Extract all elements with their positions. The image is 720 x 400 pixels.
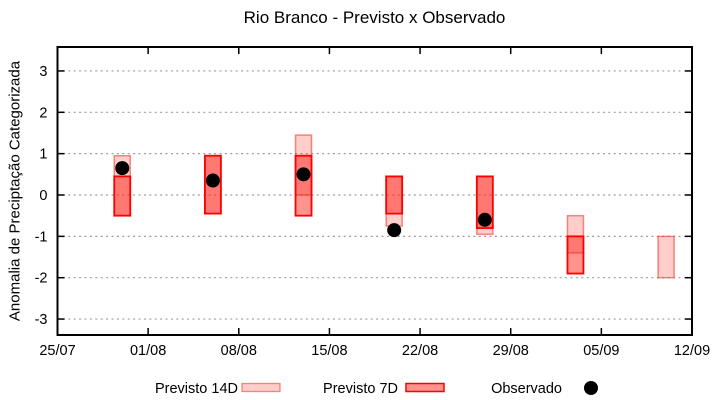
legend-dot-observado — [584, 381, 598, 395]
previsto-14d-bar — [566, 214, 585, 254]
legend-swatch-previsto-7d — [405, 382, 445, 393]
x-tick-label: 29/08 — [493, 343, 529, 359]
y-tick-label: -1 — [35, 229, 48, 245]
previsto-14d-bar — [657, 235, 675, 279]
legend-label: Observado — [491, 381, 562, 397]
x-tick-label: 08/08 — [221, 343, 257, 359]
observado-point — [477, 212, 492, 227]
x-tick-label: 22/08 — [402, 343, 438, 359]
previsto-7d-bar — [294, 154, 313, 217]
y-tick-label: 0 — [39, 188, 47, 204]
plot-border — [56, 46, 693, 336]
legend-label: Previsto 7D — [323, 381, 398, 397]
y-tick-label: 2 — [39, 105, 47, 121]
x-tick-label: 25/07 — [39, 343, 75, 359]
legend-swatch-previsto-14d — [241, 382, 281, 393]
y-tick-label: 3 — [39, 64, 47, 80]
y-tick-label: -2 — [35, 271, 48, 287]
observado-point — [296, 167, 311, 182]
previsto-7d-bar — [566, 235, 585, 275]
legend-label: Previsto 14D — [155, 381, 238, 397]
observado-point — [205, 173, 220, 188]
x-tick-label: 12/09 — [674, 343, 710, 359]
previsto-7d-bar — [385, 175, 404, 215]
observado-point — [387, 223, 402, 238]
y-tick-label: 1 — [39, 147, 47, 163]
chart-title: Rio Branco - Previsto x Observado — [243, 8, 506, 27]
observado-point — [115, 161, 130, 176]
x-tick-label: 05/09 — [583, 343, 619, 359]
previsto-7d-bar — [113, 175, 132, 217]
y-tick-label: -3 — [35, 312, 48, 328]
x-tick-label: 01/08 — [130, 343, 166, 359]
x-tick-label: 15/08 — [311, 343, 347, 359]
